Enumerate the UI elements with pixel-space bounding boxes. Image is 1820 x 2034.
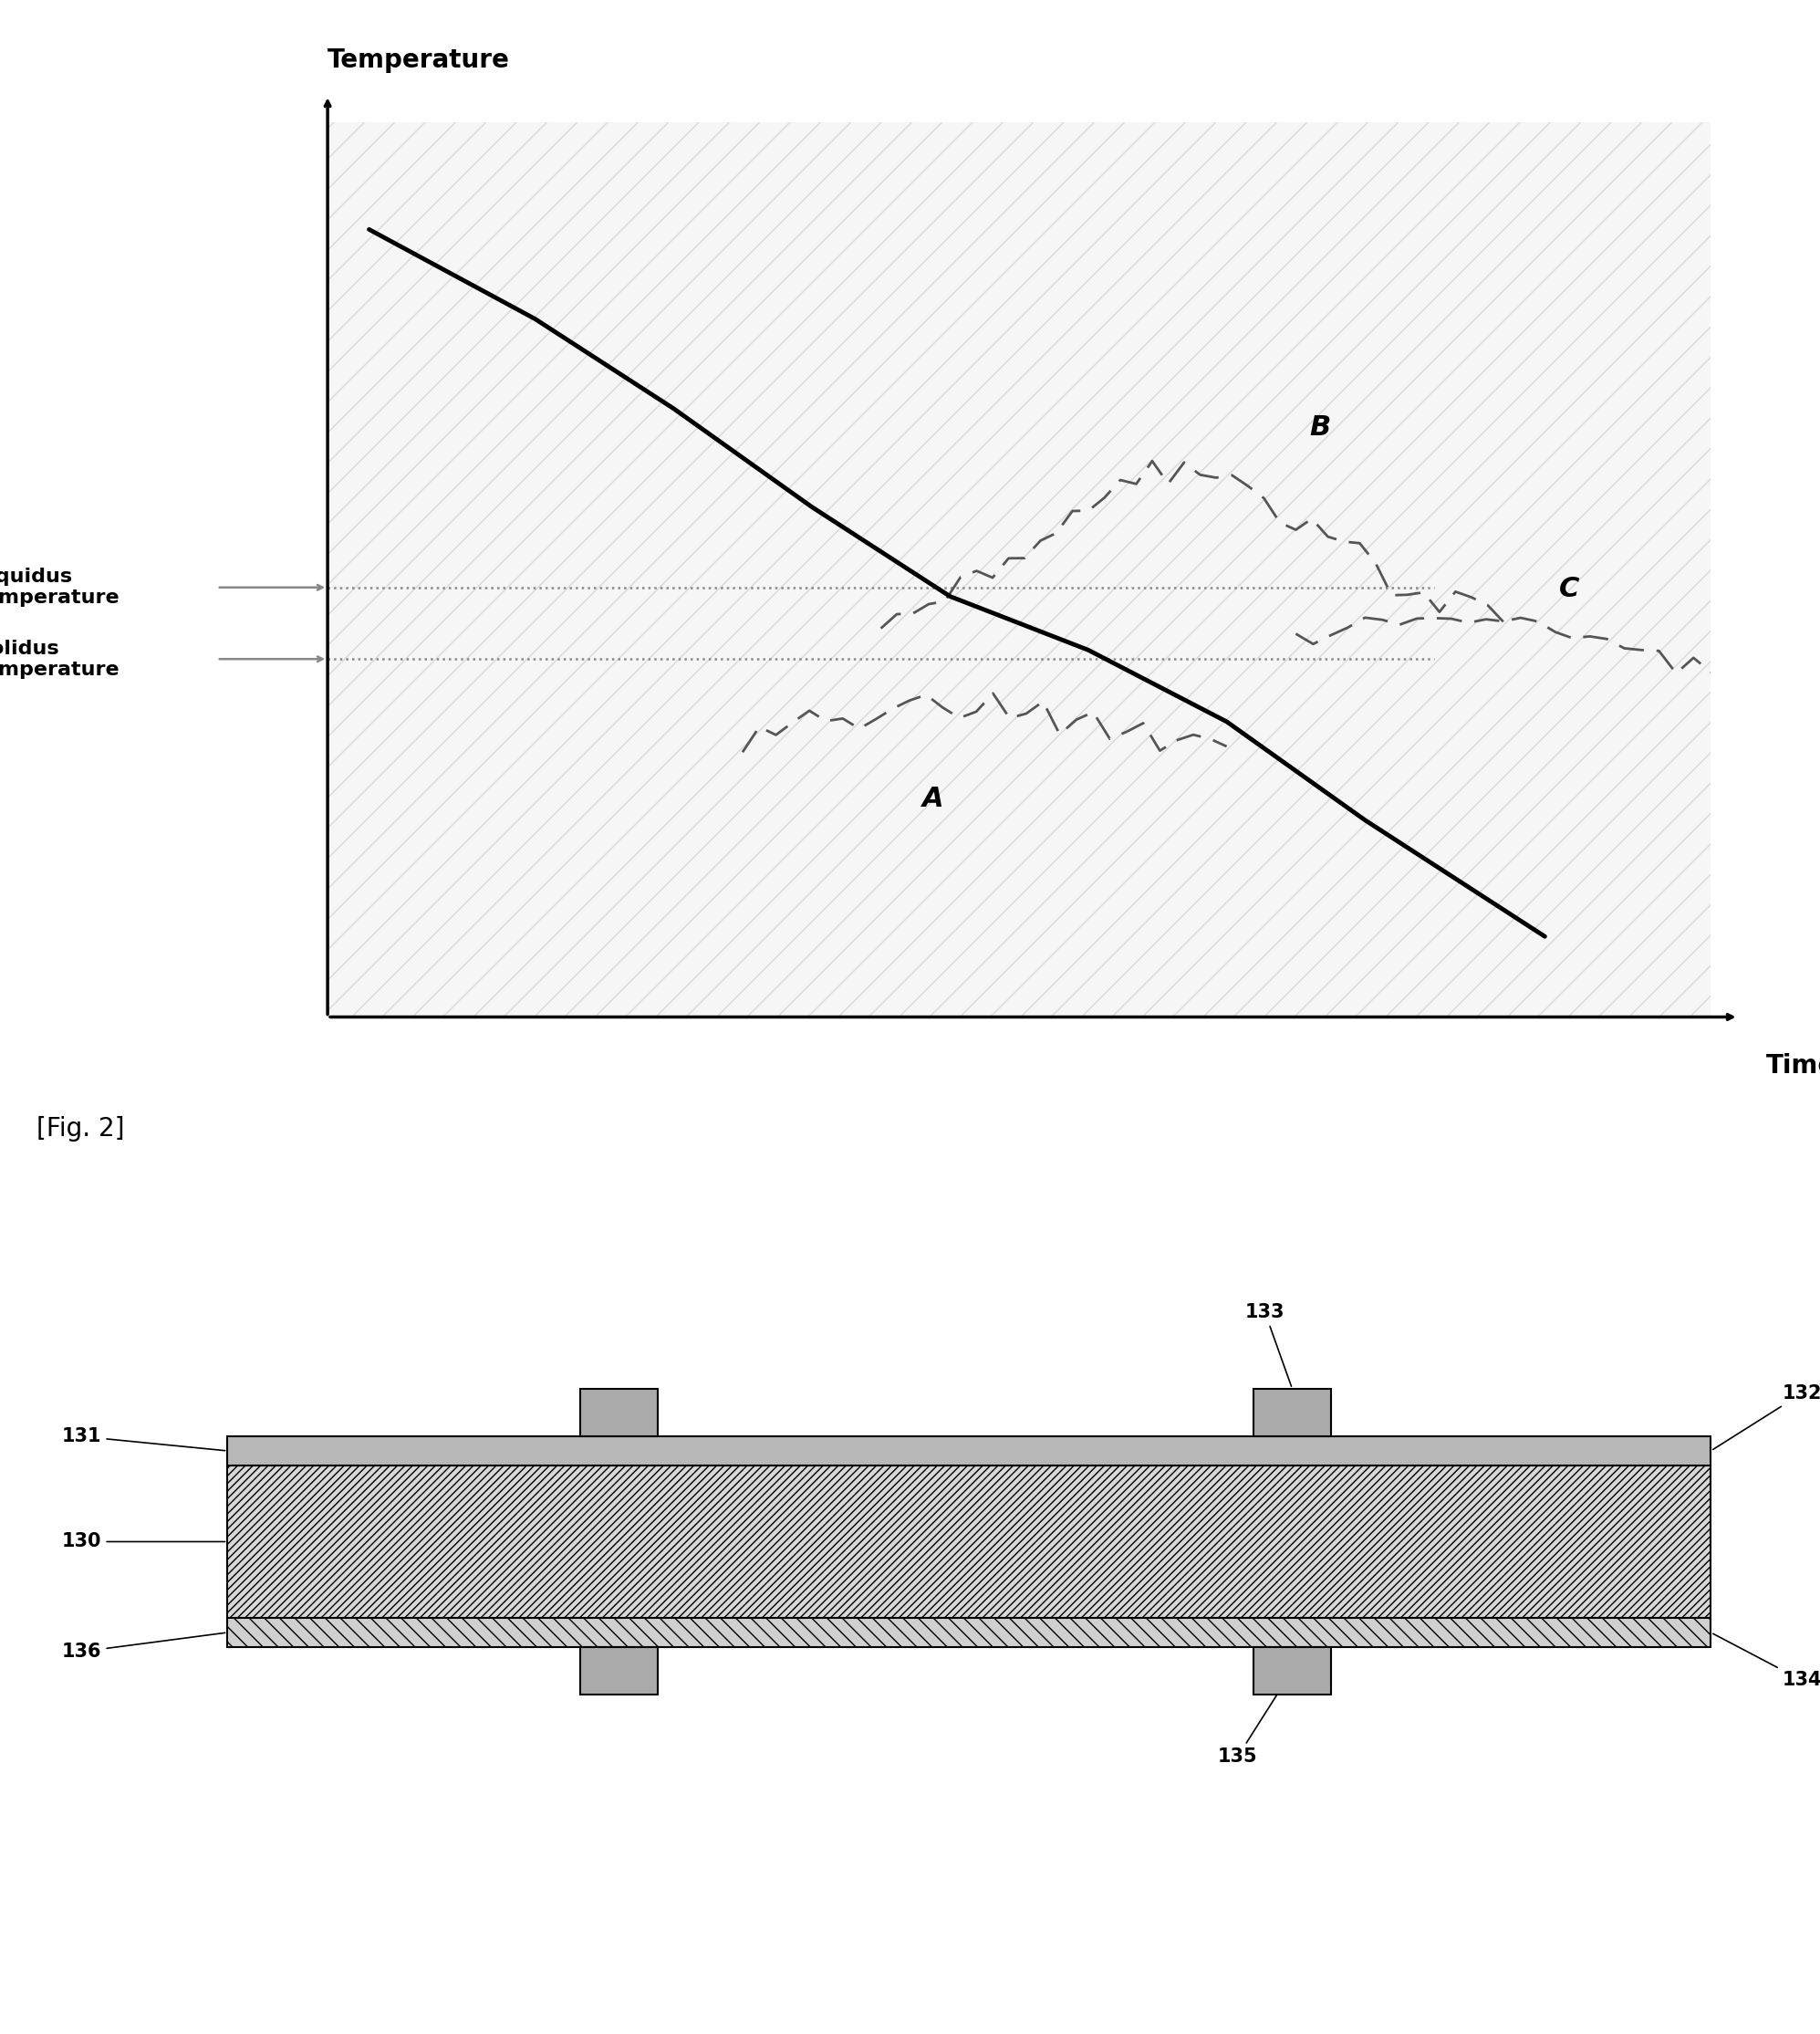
Text: 136: 136 (62, 1633, 226, 1660)
Bar (228, 1464, 1711, 1619)
Text: Temperature: Temperature (328, 47, 510, 73)
Text: 131: 131 (62, 1428, 226, 1450)
Text: Time: Time (1765, 1054, 1820, 1078)
Bar (1254, 1648, 1330, 1694)
Text: C: C (1558, 576, 1580, 602)
Text: B: B (1310, 415, 1330, 441)
Text: Liquidus
temperature: Liquidus temperature (0, 567, 120, 606)
Text: [Fig. 2]: [Fig. 2] (36, 1117, 124, 1141)
Text: 132: 132 (1713, 1385, 1820, 1450)
Bar (228, 1436, 1711, 1464)
Text: 135: 135 (1218, 1672, 1290, 1766)
Bar (581, 1648, 657, 1694)
Text: 134: 134 (1713, 1633, 1820, 1690)
Bar (581, 1389, 657, 1436)
Text: A: A (923, 785, 945, 812)
Text: Solidus
temperature: Solidus temperature (0, 639, 120, 679)
Bar (228, 1619, 1711, 1648)
Text: 133: 133 (1245, 1304, 1292, 1387)
Bar (1254, 1389, 1330, 1436)
Text: 130: 130 (62, 1532, 226, 1550)
